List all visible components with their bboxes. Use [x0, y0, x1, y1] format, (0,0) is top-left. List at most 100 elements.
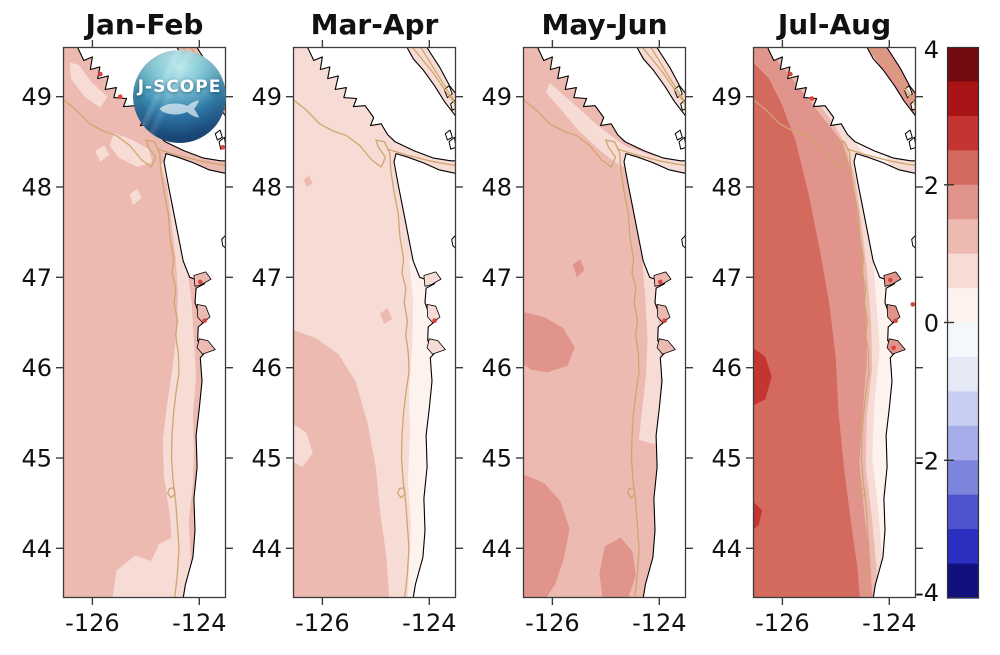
y-tick-label: 44	[711, 535, 742, 563]
map-layers	[753, 47, 916, 598]
colorbar-segment	[947, 150, 979, 186]
y-tick-label: 48	[251, 174, 282, 202]
map-panel-3: -126 -124 49 48 47 46 45 44	[711, 40, 923, 637]
coastline-land	[536, 47, 686, 162]
map-layers	[293, 47, 456, 598]
anomaly-patch	[293, 329, 390, 598]
island	[448, 136, 456, 150]
isobath-contour	[880, 47, 916, 112]
colorbar-segment	[947, 322, 979, 358]
map-panel-1: -126 -124 49 48 47 46 45 44	[251, 40, 463, 637]
island	[214, 129, 223, 141]
isobath-contour	[293, 98, 410, 598]
colorbar-segment	[947, 115, 979, 151]
anomaly-patch	[380, 308, 392, 325]
isobath-contour	[156, 148, 226, 166]
isobath-contour	[616, 148, 686, 166]
estuary	[883, 271, 902, 287]
anomaly-patch	[303, 175, 313, 187]
isobath-contour	[411, 47, 456, 105]
anomaly-patch	[546, 83, 662, 173]
y-tick-label: 44	[251, 535, 282, 563]
colorbar-tick-label: 4	[924, 36, 939, 64]
isobath-contour	[753, 98, 870, 598]
colorbar-segment	[947, 184, 979, 220]
colorbar-segment	[947, 494, 979, 530]
colorbar-segment	[947, 391, 979, 427]
estuary-marker	[788, 71, 793, 77]
panel-frame	[62, 46, 227, 599]
y-tick-label: 46	[711, 354, 742, 382]
isobath-contour	[871, 47, 916, 105]
y-tick-label: 47	[711, 264, 742, 292]
estuary-marker	[117, 94, 123, 99]
coastline-land	[306, 47, 456, 162]
anomaly-patch	[572, 259, 585, 278]
island	[904, 129, 913, 141]
isobath-contour	[857, 487, 866, 499]
estuary-marker	[809, 96, 815, 101]
panel-frame	[752, 46, 917, 599]
anomaly-patch	[599, 537, 636, 598]
jscope-logo: J-SCOPE	[133, 50, 226, 143]
estuary-marker	[891, 345, 896, 351]
estuary-marker	[888, 277, 893, 283]
fish-icon	[158, 100, 199, 118]
x-tick-label: -124	[172, 609, 226, 637]
panel-frame	[522, 46, 687, 599]
estuary-marker	[910, 302, 916, 307]
estuary-marker	[198, 279, 203, 285]
isobath-contour	[650, 47, 686, 112]
y-tick-label: 46	[251, 354, 282, 382]
isobath-contour	[386, 148, 456, 166]
map-panel-2: -126 -124 49 48 47 46 45 44	[481, 40, 693, 637]
anomaly-patch	[112, 537, 184, 598]
panel-title-mar-apr: Mar-Apr	[310, 8, 439, 41]
coastline-land	[886, 47, 916, 95]
x-tick-label: -124	[632, 609, 686, 637]
y-tick-label: 48	[481, 174, 512, 202]
panel-frame	[292, 46, 457, 599]
estuary-marker	[658, 279, 663, 285]
y-tick-label: 44	[481, 535, 512, 563]
isobath-contour	[63, 98, 180, 598]
island	[908, 136, 916, 150]
y-tick-label: 49	[251, 83, 282, 111]
estuary	[196, 338, 216, 355]
y-tick-label: 46	[481, 354, 512, 382]
anomaly-patch	[69, 62, 108, 108]
panel-title-jul-aug: Jul-Aug	[777, 8, 892, 41]
colorbar-tick-label: -4	[915, 579, 939, 607]
anomaly-patch	[753, 347, 772, 406]
jscope-logo-text: J-SCOPE	[137, 77, 222, 97]
y-tick-label: 44	[21, 535, 52, 563]
colorbar-segment	[947, 288, 979, 324]
colorbar: 4 2 0 -2 -4	[915, 36, 980, 607]
isobath-contour	[420, 47, 456, 112]
panel-title-jan-feb: Jan-Feb	[85, 8, 204, 41]
y-tick-label: 45	[21, 445, 52, 473]
anomaly-patch	[631, 170, 661, 445]
island	[674, 129, 683, 141]
anomaly-patch	[753, 62, 860, 598]
estuary-marker	[202, 318, 207, 324]
anomaly-patch	[109, 132, 153, 168]
y-tick-label: 47	[251, 264, 282, 292]
colorbar-tick-label: 2	[924, 172, 939, 200]
estuary-marker	[893, 318, 898, 324]
isobath-contour	[627, 487, 636, 499]
estuary-marker	[432, 318, 437, 324]
anomaly-patch	[523, 474, 570, 598]
y-tick-label: 47	[21, 264, 52, 292]
y-tick-label: 48	[21, 174, 52, 202]
estuary-marker	[662, 318, 667, 324]
y-tick-label: 45	[481, 445, 512, 473]
y-tick-label: 48	[711, 174, 742, 202]
estuary	[656, 338, 676, 355]
map-layers	[523, 47, 686, 598]
x-tick-label: -126	[525, 609, 579, 637]
anomaly-patch	[753, 501, 763, 531]
y-tick-label: 49	[481, 83, 512, 111]
isobath-contour	[641, 47, 686, 105]
